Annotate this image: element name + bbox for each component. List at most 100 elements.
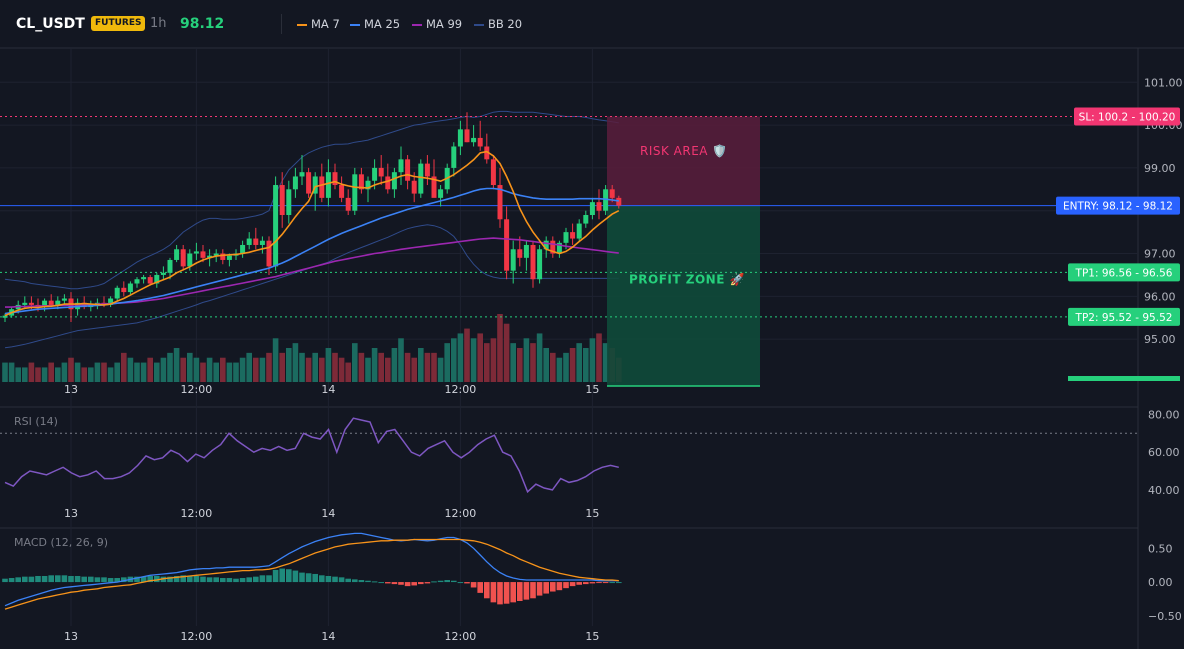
macd-histogram-bar: [246, 577, 252, 583]
time-tick-label: 13: [64, 383, 78, 396]
candle-body: [563, 232, 569, 243]
candle-body: [48, 300, 54, 305]
candle-body: [220, 253, 226, 260]
macd-histogram-bar: [517, 582, 523, 601]
macd-histogram-bar: [147, 575, 153, 583]
entry-tag-label: ENTRY: 98.12 - 98.12: [1063, 201, 1173, 213]
volume-bar: [167, 352, 173, 382]
macd-histogram-bar: [444, 580, 450, 583]
volume-bar: [569, 348, 576, 382]
volume-bar: [213, 362, 219, 382]
macd-histogram-bar: [286, 569, 292, 583]
signal-line: [4, 538, 619, 610]
ma7-line: [4, 150, 620, 317]
candle-body: [2, 315, 8, 318]
macd-histogram-bar: [180, 575, 186, 583]
macd-histogram-bar: [365, 580, 371, 583]
candle-body: [213, 253, 219, 256]
volume-bar: [451, 338, 457, 382]
candle-body: [299, 172, 305, 177]
volume-bar: [114, 362, 120, 382]
volume-bar: [48, 362, 54, 382]
volume-bar: [299, 352, 305, 382]
macd-histogram-bar: [378, 582, 384, 584]
macd-histogram-bar: [226, 578, 233, 583]
volume-bar: [312, 352, 318, 382]
volume-bar: [286, 348, 292, 382]
volume-bar: [233, 362, 239, 382]
tp2-tag-label: TP2: 95.52 - 95.52: [1075, 312, 1173, 324]
volume-bar: [602, 343, 609, 382]
legend-ma25-swatch: [350, 23, 360, 26]
futures-badge: FUTURES: [91, 16, 146, 31]
volume-bar: [338, 357, 345, 382]
candle-body: [114, 287, 120, 299]
macd-histogram-bar: [536, 582, 543, 596]
macd-tick-label: −0.50: [1148, 610, 1182, 623]
macd-histogram-bar: [8, 578, 15, 583]
volume-bar: [246, 352, 252, 382]
candle-body: [457, 129, 463, 147]
macd-histogram-bar: [583, 582, 589, 585]
timeframe-label[interactable]: 1h: [150, 16, 167, 31]
candle-body: [471, 137, 477, 143]
macd-histogram-bar: [200, 576, 206, 583]
volume-bar: [292, 343, 299, 382]
volume-bar: [140, 362, 147, 382]
macd-histogram-bar: [556, 582, 563, 591]
candle-body: [28, 302, 34, 305]
volume-bar: [22, 367, 28, 382]
volume-bar: [470, 338, 477, 382]
volume-bar: [173, 348, 180, 382]
volume-bar: [404, 352, 411, 382]
macd-histogram-bar: [167, 576, 173, 583]
legend-ma99[interactable]: MA 99: [412, 15, 462, 33]
tp2-tag: [1068, 307, 1180, 326]
macd-histogram-bar: [107, 578, 114, 583]
volume-bar: [121, 352, 127, 382]
symbol-name[interactable]: CL_USDT: [16, 16, 85, 32]
volume-bar: [74, 362, 81, 382]
macd-histogram-bar: [319, 575, 325, 583]
volume-bar: [596, 333, 602, 382]
legend-ma7[interactable]: MA 7: [297, 15, 340, 33]
volume-bar: [101, 362, 107, 382]
macd-histogram-bar: [411, 582, 417, 586]
candle-body: [504, 219, 510, 271]
macd-histogram-bar: [15, 577, 21, 583]
candle-body: [603, 189, 609, 211]
macd-histogram-bar: [48, 575, 54, 583]
volume-bar: [530, 343, 536, 382]
time-tick-label: 15: [585, 630, 599, 643]
price-tick-label: 96.00: [1144, 290, 1176, 303]
volume-bar: [35, 367, 41, 382]
candle-body: [286, 189, 292, 215]
volume-bar: [81, 367, 87, 382]
macd-histogram-bar: [41, 575, 48, 583]
rsi-line: [4, 417, 619, 494]
volume-bar: [371, 348, 378, 382]
macd-histogram-bar: [266, 575, 272, 583]
volume-bar: [28, 362, 35, 382]
price-tick-label: 101.00: [1144, 76, 1183, 89]
candle-body: [543, 240, 549, 250]
legend-ma25[interactable]: MA 25: [350, 15, 400, 33]
volume-bar: [187, 352, 193, 382]
macd-histogram-bar: [418, 582, 424, 585]
candle-body: [358, 174, 364, 190]
volume-bar: [193, 357, 200, 382]
legend-ma99-swatch: [412, 23, 422, 26]
legend-bb20[interactable]: BB 20: [474, 15, 522, 33]
volume-bar: [2, 362, 8, 382]
time-tick-label: 14: [321, 630, 335, 643]
candle-body: [22, 302, 28, 305]
candle-body: [108, 298, 114, 305]
macd-histogram-bar: [279, 568, 285, 583]
macd-histogram-bar: [345, 578, 351, 583]
time-tick-label: 15: [585, 383, 599, 396]
macd-histogram-bar: [616, 582, 622, 584]
candle-body: [306, 172, 312, 194]
candle-body: [345, 197, 351, 211]
rsi-tick-label: 80.00: [1148, 408, 1180, 421]
